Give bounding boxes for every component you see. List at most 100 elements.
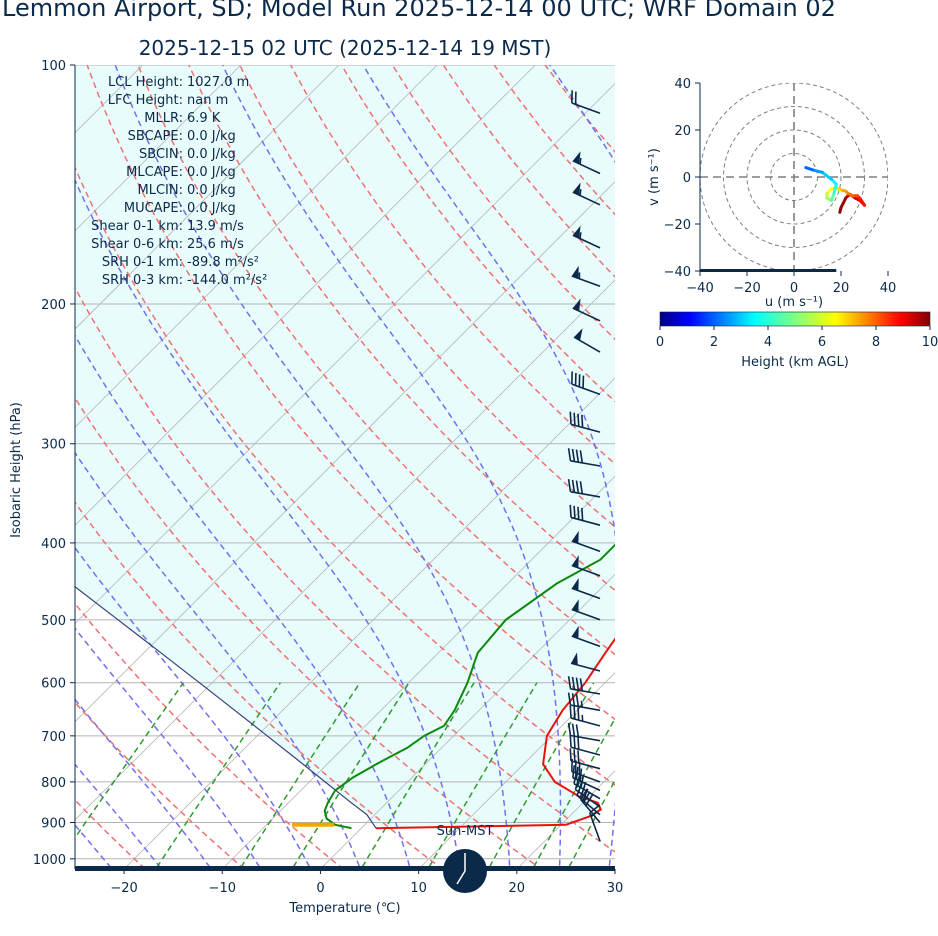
isotherm-line (418, 672, 615, 869)
isotherm-line (75, 65, 242, 232)
index-readout: -144.0 m²/s² (187, 273, 267, 288)
y-tick-label: 600 (41, 677, 66, 692)
hodograph-segment (820, 170, 834, 181)
colorbar-gradient (659, 311, 931, 327)
wind-barb (572, 182, 601, 206)
hodograph (699, 83, 888, 272)
y-tick-label: 300 (41, 438, 66, 453)
y-tick-label: 200 (41, 298, 66, 313)
index-readout: -89.8 m²/s² (187, 255, 259, 270)
x-tick-label: −20 (110, 881, 137, 896)
sun-clock: Sun-MST (437, 824, 493, 893)
dry-adiabat-line (75, 396, 543, 869)
dry-adiabat-line (289, 65, 615, 466)
mixing-ratio-line (75, 682, 185, 839)
index-readout: 1027.0 m (187, 75, 249, 90)
wind-barb (571, 90, 601, 114)
wind-barb (567, 479, 601, 498)
moist-adiabat-line (75, 627, 262, 869)
index-name: MLLR: (144, 111, 183, 126)
x-tick-label: 20 (509, 881, 526, 896)
y-tick-label: 900 (41, 816, 66, 831)
y-tick-label: 1000 (33, 853, 66, 868)
index-name: SBCAPE: (128, 129, 183, 144)
moist-adiabat-line (75, 334, 411, 869)
hodograph-x-label: u (m s⁻¹) (765, 295, 823, 310)
dry-adiabat-line (75, 286, 615, 853)
chart-subtitle: 2025-12-15 02 UTC (2025-12-14 19 MST) (138, 36, 552, 60)
moist-adiabat-line (114, 65, 511, 869)
wind-barb (567, 722, 601, 742)
index-readout: 0.0 J/kg (187, 129, 236, 144)
dry-adiabat-line (75, 165, 615, 786)
index-readout: nan m (187, 93, 228, 108)
wind-barb (572, 298, 601, 322)
wind-barb (567, 692, 601, 712)
wind-barb (572, 225, 601, 249)
wind-barb (572, 765, 601, 792)
hodograph-segment (811, 168, 824, 174)
temperature-profile-line (375, 637, 615, 830)
wind-barb (571, 577, 601, 600)
tick-labels-layer: −20 −10 0 10 20 30 100 200 300 400 500 600 700 800 900… (33, 59, 623, 896)
isotherm-line (123, 377, 615, 869)
index-name: LCL Height: (108, 75, 183, 90)
moist-adiabat-line (75, 546, 312, 869)
moist-adiabat-line (221, 65, 562, 869)
dry-adiabat-line (239, 65, 615, 528)
wind-barb (569, 705, 601, 727)
mixing-ratio-line (154, 682, 282, 869)
index-name: SRH 0-3 km: (102, 273, 183, 288)
hodograph-x-tick-label: 40 (880, 281, 897, 296)
wind-barb (571, 530, 601, 553)
dry-adiabat-line (137, 65, 615, 656)
wind-barb (569, 411, 601, 433)
hodograph-x-tick-label: 20 (833, 281, 850, 296)
index-name: MUCAPE: (124, 201, 183, 216)
index-readout: 0.0 J/kg (187, 201, 236, 216)
moist-adiabat-line (362, 65, 615, 869)
isotherm-line (75, 65, 438, 428)
y-tick-label: 100 (41, 59, 66, 74)
hodograph-x-tick-label: −40 (686, 281, 713, 296)
dry-adiabat-line (0, 65, 53, 876)
index-name: MLCAPE: (126, 165, 183, 180)
isotherm-line (75, 279, 615, 821)
isotherm-line (713, 65, 938, 869)
dry-adiabat-line (75, 602, 345, 869)
x-tick-label: −10 (209, 881, 236, 896)
isotherm-line (75, 65, 536, 526)
wind-barb (580, 788, 601, 824)
y-tick-label: 800 (41, 776, 66, 791)
hodograph-y-tick-label: 0 (683, 171, 691, 186)
x-axis-label: Temperature (℃) (288, 901, 400, 916)
mixing-ratio-line (427, 682, 538, 869)
wind-barb (571, 265, 601, 288)
hodograph-segment (832, 182, 838, 195)
wind-barb (571, 371, 601, 396)
moist-adiabat-line (707, 65, 812, 876)
x-tick-label: 30 (607, 881, 624, 896)
wind-barb (571, 625, 601, 648)
dry-adiabat-line (86, 65, 615, 721)
index-name: Shear 0-1 km: (91, 219, 183, 234)
dry-adiabat-line (75, 701, 246, 869)
mixing-ratio-line (567, 778, 615, 869)
colorbar-tick-label: 8 (872, 335, 880, 350)
moist-adiabat-line (75, 451, 362, 869)
profiles-layer (75, 543, 615, 830)
hodograph-y-tick-label: −20 (664, 218, 691, 233)
index-readout: 0.0 J/kg (187, 165, 236, 180)
colorbar-tick-label: 2 (710, 335, 718, 350)
hodograph-bottom-band (700, 269, 837, 272)
sun-clock-hand-long (456, 870, 466, 885)
wind-barb (572, 151, 601, 175)
wind-barb (570, 652, 601, 672)
y-tick-label: 700 (41, 730, 66, 745)
index-name: SRH 0-1 km: (102, 255, 183, 270)
dry-adiabat-line (75, 798, 147, 869)
dry-adiabat-line (75, 501, 444, 869)
wind-barb (569, 734, 601, 756)
wind-barb (569, 504, 601, 526)
